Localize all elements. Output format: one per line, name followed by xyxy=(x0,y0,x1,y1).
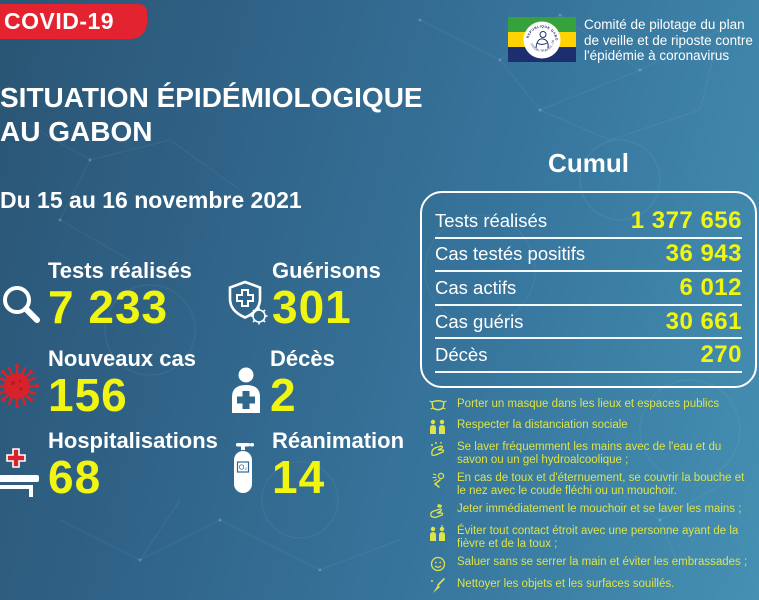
row-label: Cas actifs xyxy=(435,276,517,298)
stat-value: 14 xyxy=(272,451,326,503)
stat-hospitalisations: Hospitalisations 68 xyxy=(0,428,218,501)
row-value: 6 012 xyxy=(679,273,742,301)
list-item: Respecter la distanciation sociale xyxy=(427,419,759,435)
guideline-text: Éviter tout contact étroit avec une pers… xyxy=(457,525,739,550)
hospital-bed-icon xyxy=(0,448,39,497)
row-value: 30 661 xyxy=(665,307,742,335)
oxygen-tank-icon: O₂ xyxy=(234,443,254,493)
stat-label: Décès xyxy=(270,346,335,371)
page-title: SITUATION ÉPIDÉMIOLOGIQUE AU GABON xyxy=(0,81,423,149)
table-row: Cas guéris 30 661 xyxy=(435,306,742,340)
list-item: Saluer sans se serrer la main et éviter … xyxy=(427,556,759,572)
committee-caption-line2: de veille et de riposte contre xyxy=(584,32,753,48)
row-value: 36 943 xyxy=(665,240,742,268)
list-item: Jeter immédiatement le mouchoir et se la… xyxy=(427,503,759,519)
sneeze-elbow-icon xyxy=(432,472,444,488)
list-item: Porter un masque dans les lieux et espac… xyxy=(427,398,759,413)
row-value: 270 xyxy=(700,341,742,369)
stat-tests-realises: Tests réalisés 7 233 xyxy=(0,258,192,331)
guidelines-list: Porter un masque dans les lieux et espac… xyxy=(427,398,759,600)
cumul-title: Cumul xyxy=(548,148,629,178)
row-label: Tests réalisés xyxy=(435,209,548,231)
social-distance-icon xyxy=(430,419,445,434)
report-period: Du 15 au 16 novembre 2021 xyxy=(0,187,302,213)
stat-label: Tests réalisés xyxy=(48,258,192,283)
greet-no-handshake-icon xyxy=(430,556,445,572)
gabon-flag: REPUBLIQUE GABONAISE UNION-TRAVAIL-JUSTI… xyxy=(508,17,576,62)
committee-caption-line3: l'épidémie à coronavirus xyxy=(584,48,730,63)
page-title-line2: AU GABON xyxy=(0,116,153,147)
stat-label: Guérisons xyxy=(272,258,381,283)
guideline-text: Se laver fréquemment les mains avec de l… xyxy=(457,441,722,466)
clean-surfaces-icon xyxy=(431,578,445,593)
mask-icon xyxy=(428,400,447,411)
stat-value: 68 xyxy=(48,451,102,503)
stat-value: 301 xyxy=(272,281,352,333)
gabon-seal-icon: REPUBLIQUE GABONAISE UNION-TRAVAIL-JUSTI… xyxy=(523,21,561,58)
shield-cross-virus-icon xyxy=(228,280,268,325)
table-row: Tests réalisés 1 377 656 xyxy=(435,205,742,239)
avoid-contact-icon xyxy=(430,525,445,541)
committee-logo-block: REPUBLIQUE GABONAISE UNION-TRAVAIL-JUSTI… xyxy=(508,17,753,64)
row-value: 1 377 656 xyxy=(630,206,742,234)
guideline-text: Jeter immédiatement le mouchoir et se la… xyxy=(457,503,742,515)
hand-wash-icon xyxy=(431,441,445,456)
stat-value: 156 xyxy=(48,369,128,421)
table-row: Cas testés positifs 36 943 xyxy=(435,239,742,273)
throw-tissue-icon xyxy=(430,504,444,518)
guideline-text: Nettoyer les objets et les surfaces soui… xyxy=(457,578,675,590)
guideline-text: Respecter la distanciation sociale xyxy=(457,419,628,431)
list-item: Se laver fréquemment les mains avec de l… xyxy=(427,441,759,466)
committee-caption-line1: Comité de pilotage du plan xyxy=(584,17,745,32)
table-row: Décès 270 xyxy=(435,339,742,373)
stat-value: 7 233 xyxy=(48,281,169,333)
stat-label: Réanimation xyxy=(272,428,405,453)
table-row: Cas actifs 6 012 xyxy=(435,272,742,306)
row-label: Cas testés positifs xyxy=(435,243,586,265)
stat-nouveaux-cas: Nouveaux cas 156 xyxy=(0,346,196,419)
stat-guerisons: Guérisons 301 xyxy=(228,258,381,331)
row-label: Cas guéris xyxy=(435,310,524,332)
stat-reanimation: O₂ Réanimation 14 xyxy=(228,428,404,501)
row-label: Décès xyxy=(435,344,488,366)
covid19-banner-label: COVID-19 xyxy=(4,8,115,34)
virus-icon xyxy=(0,364,39,408)
person-cross-icon xyxy=(232,367,260,413)
list-item: Nettoyer les objets et les surfaces soui… xyxy=(427,578,759,594)
stat-label: Hospitalisations xyxy=(48,428,218,453)
committee-caption: Comité de pilotage du plan de veille et … xyxy=(584,17,753,64)
list-item: En cas de toux et d'éternuement, se couv… xyxy=(427,472,759,497)
stat-value: 2 xyxy=(270,369,297,421)
cumul-table: Tests réalisés 1 377 656 Cas testés posi… xyxy=(420,191,757,388)
covid19-banner: COVID-19 xyxy=(0,4,147,39)
svg-text:O₂: O₂ xyxy=(239,465,247,472)
page-title-line1: SITUATION ÉPIDÉMIOLOGIQUE xyxy=(0,82,423,113)
stat-label: Nouveaux cas xyxy=(48,346,196,371)
guideline-text: Saluer sans se serrer la main et éviter … xyxy=(457,556,748,568)
guideline-text: En cas de toux et d'éternuement, se couv… xyxy=(457,472,745,497)
stat-deces: Décès 2 xyxy=(228,346,335,419)
guideline-text: Porter un masque dans les lieux et espac… xyxy=(457,398,720,410)
magnifier-icon xyxy=(3,286,40,323)
list-item: Éviter tout contact étroit avec une pers… xyxy=(427,525,759,550)
